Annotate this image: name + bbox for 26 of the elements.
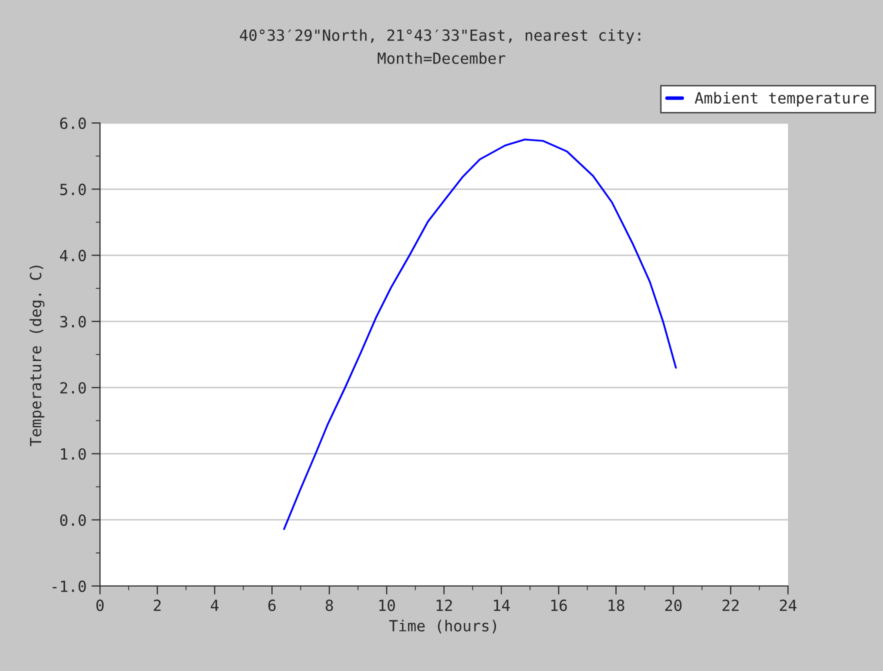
y-tick-label: 1.0: [61, 448, 86, 460]
x-tick-label: 4: [210, 600, 219, 611]
legend-label: Ambient temperature: [694, 92, 868, 107]
x-tick-label: 22: [722, 600, 739, 611]
x-tick-label: 6: [268, 600, 276, 612]
x-tick-label: 16: [551, 600, 567, 612]
x-tick-label: 12: [436, 600, 452, 611]
line-series: [283, 138, 677, 530]
y-tick-label: 0.0: [60, 514, 86, 526]
y-tick-label: 2.0: [60, 382, 86, 394]
y-tick-label: 4.0: [60, 250, 86, 262]
x-tick-label: 20: [665, 600, 682, 612]
y-tick-label: -1.0: [52, 580, 86, 592]
x-axis-title: Time (hours): [389, 620, 496, 634]
y-tick-label: 6.0: [60, 118, 86, 130]
x-tick-label: 8: [326, 600, 333, 612]
x-tick-label: 24: [780, 600, 796, 611]
x-tick-label: 0: [96, 600, 104, 612]
y-tick-label: 3.0: [60, 316, 86, 328]
chart-title: 40°33′29"North, 21°43′33"East, nearest city: Month=December: [240, 29, 640, 64]
y-axis-title: Temperature (deg. C): [30, 266, 44, 446]
x-tick-label: 18: [608, 600, 624, 612]
y-tick-label: 5.0: [60, 184, 86, 196]
x-tick-label: 14: [494, 600, 510, 611]
x-tick-label: 10: [379, 600, 395, 612]
x-tick-label: 2: [154, 600, 161, 611]
